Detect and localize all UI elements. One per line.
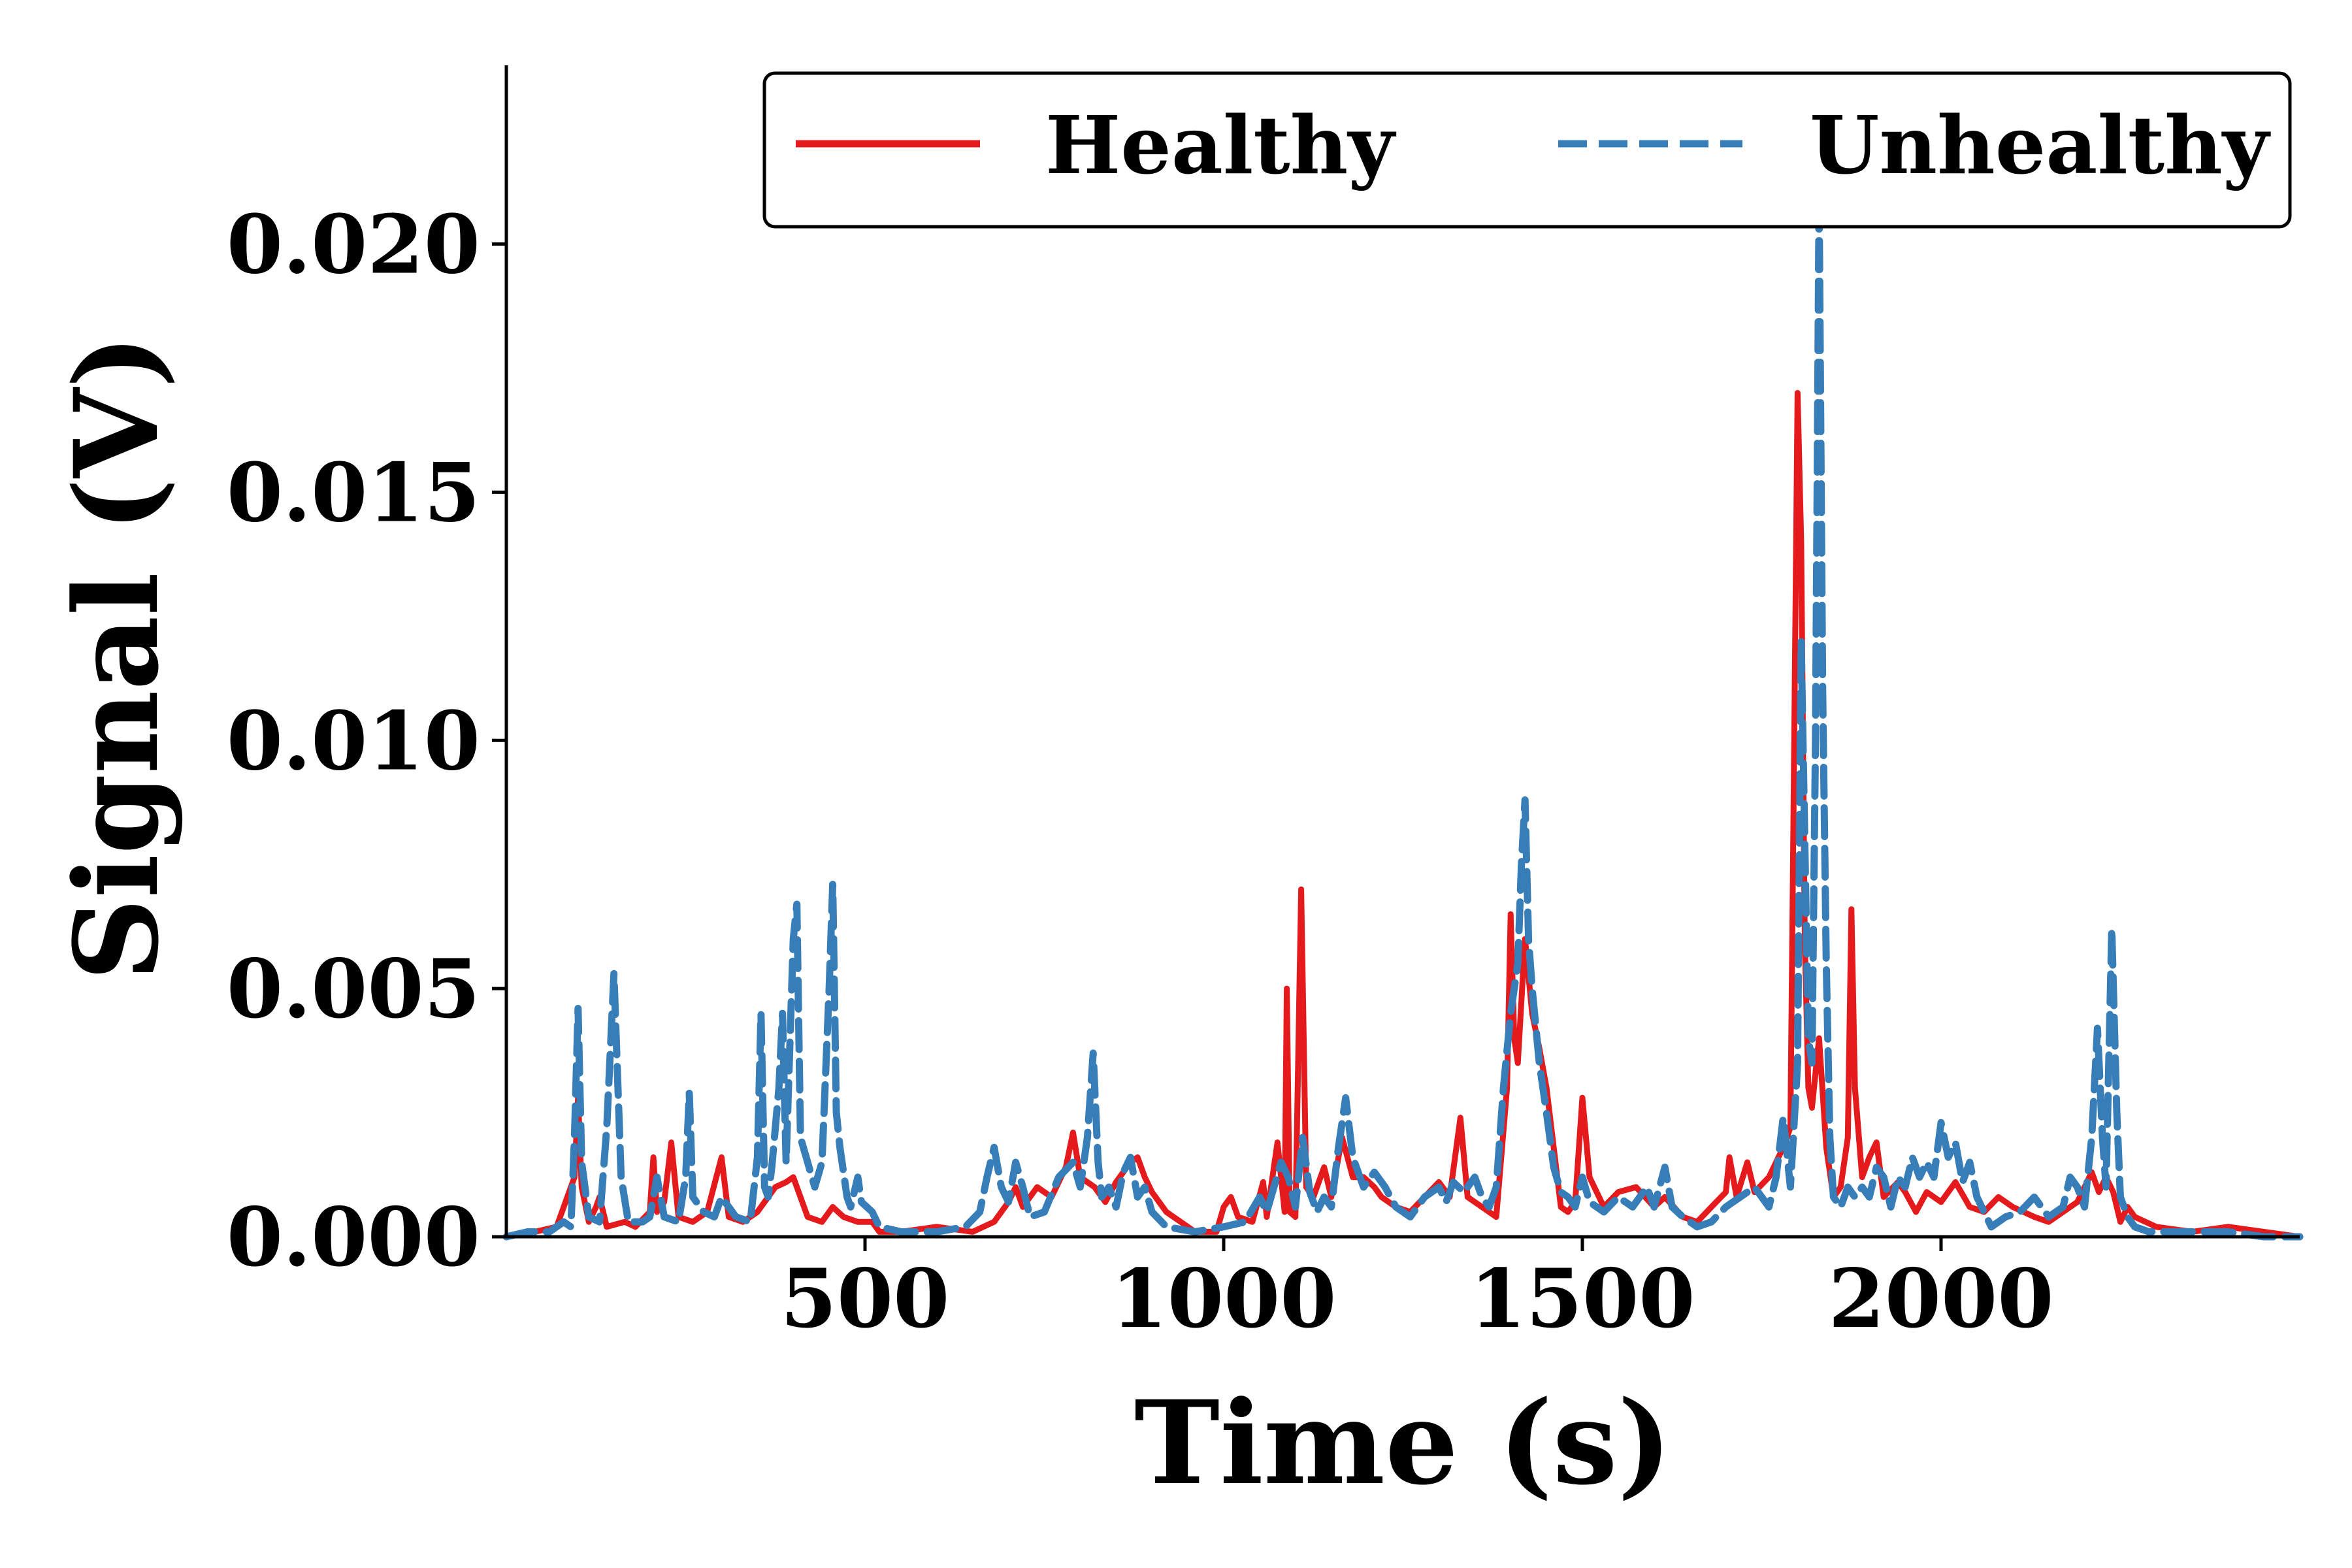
series-line-unhealthy	[502, 191, 2304, 1241]
y-tick-label: 0.005	[227, 942, 480, 1037]
legend-box	[762, 71, 2292, 229]
y-tick-label: 0.000	[227, 1190, 480, 1285]
y-tick-label: 0.010	[227, 694, 480, 789]
x-axis-title: Time (s)	[1134, 1375, 1672, 1511]
x-tick-label: 2000	[1828, 1252, 2053, 1347]
series-layer	[502, 191, 2304, 1241]
y-tick-label: 0.015	[227, 446, 480, 540]
legend-label-unhealthy: Unhealthy	[1810, 98, 2271, 192]
legend-label-healthy: Healthy	[1045, 98, 1396, 192]
legend: Healthy Unhealthy	[762, 71, 2292, 229]
x-tick-label: 500	[781, 1252, 950, 1347]
y-tick-label: 0.020	[227, 198, 480, 293]
axes-layer	[504, 65, 2300, 1239]
x-tick-label: 1500	[1469, 1252, 1695, 1347]
ticks-layer: 500 1000 1500 2000 0.000 0.005 0.010 0.015 0.020	[227, 198, 2054, 1347]
y-axis-title: Signal (V)	[49, 334, 184, 981]
x-tick-label: 1000	[1111, 1252, 1336, 1347]
